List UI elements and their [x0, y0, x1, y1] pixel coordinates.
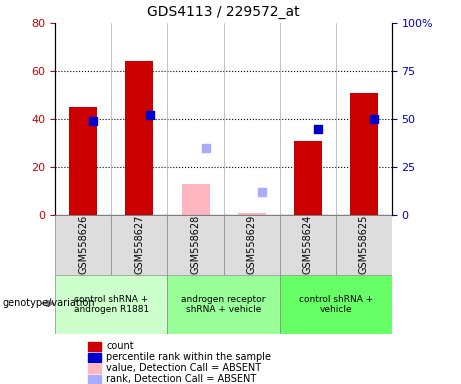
Text: rank, Detection Call = ABSENT: rank, Detection Call = ABSENT	[106, 374, 256, 384]
Bar	[88, 353, 101, 362]
Text: GSM558629: GSM558629	[247, 215, 257, 275]
Bar	[237, 213, 266, 215]
Bar	[182, 184, 210, 215]
Text: androgen receptor
shRNA + vehicle: androgen receptor shRNA + vehicle	[181, 295, 266, 314]
FancyBboxPatch shape	[336, 215, 392, 275]
FancyBboxPatch shape	[167, 215, 224, 275]
Point	[90, 118, 97, 124]
FancyBboxPatch shape	[280, 215, 336, 275]
Bar	[88, 375, 101, 384]
Text: percentile rank within the sample: percentile rank within the sample	[106, 352, 271, 362]
FancyBboxPatch shape	[167, 275, 280, 334]
Text: GSM558624: GSM558624	[303, 215, 313, 275]
Text: GSM558628: GSM558628	[190, 215, 201, 275]
Bar	[294, 141, 322, 215]
Bar	[69, 107, 97, 215]
Text: value, Detection Call = ABSENT: value, Detection Call = ABSENT	[106, 363, 261, 373]
FancyBboxPatch shape	[55, 215, 112, 275]
Point	[146, 112, 153, 118]
Text: genotype/variation: genotype/variation	[2, 298, 95, 308]
Text: count: count	[106, 341, 134, 351]
Text: control shRNA +
androgen R1881: control shRNA + androgen R1881	[74, 295, 149, 314]
FancyBboxPatch shape	[55, 275, 167, 334]
Bar	[350, 93, 378, 215]
Title: GDS4113 / 229572_at: GDS4113 / 229572_at	[147, 5, 300, 19]
Point	[314, 126, 321, 132]
Point	[202, 145, 209, 151]
FancyBboxPatch shape	[224, 215, 280, 275]
Text: GSM558626: GSM558626	[78, 215, 89, 275]
Text: GSM558625: GSM558625	[359, 215, 369, 275]
Bar	[88, 342, 101, 351]
Text: GSM558627: GSM558627	[135, 215, 144, 275]
FancyBboxPatch shape	[112, 215, 167, 275]
FancyBboxPatch shape	[280, 275, 392, 334]
Bar	[125, 61, 154, 215]
Point	[370, 116, 378, 122]
Text: control shRNA +
vehicle: control shRNA + vehicle	[299, 295, 373, 314]
Bar	[88, 364, 101, 373]
Point	[258, 189, 266, 195]
